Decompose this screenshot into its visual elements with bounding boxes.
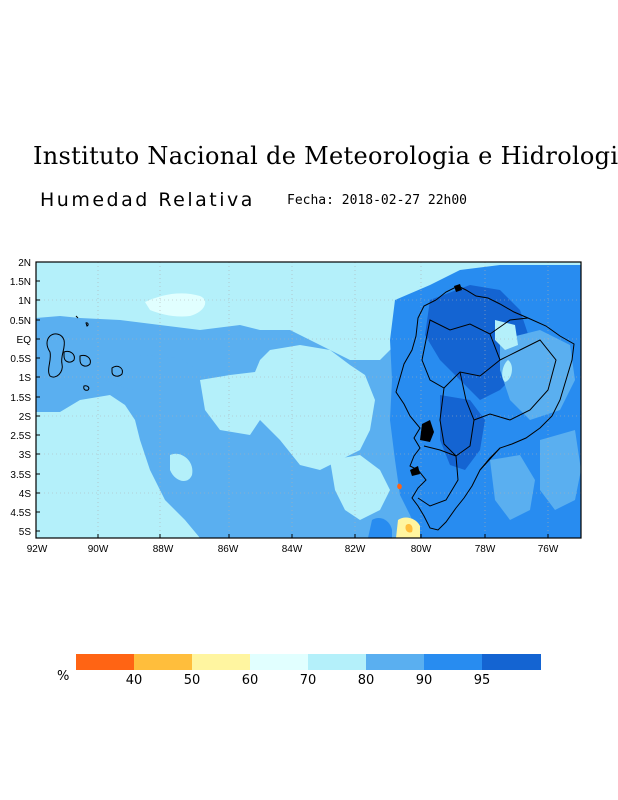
lat-label: 1.5S bbox=[10, 393, 31, 404]
lat-label: 1.5N bbox=[10, 277, 31, 288]
lon-label: 76W bbox=[538, 544, 559, 555]
longitude-labels: 92W 90W 88W 86W 84W 82W 80W 78W 76W bbox=[27, 544, 559, 555]
colorbar-swatch bbox=[192, 654, 250, 670]
lon-label: 78W bbox=[475, 544, 496, 555]
lat-label: EQ bbox=[17, 335, 32, 346]
lat-label: 1S bbox=[19, 373, 32, 384]
latitude-labels: 2N 1.5N 1N 0.5N EQ 0.5S 1S 1.5S 2S 2.5S … bbox=[10, 258, 31, 538]
lat-label: 2S bbox=[19, 412, 32, 423]
lat-label: 3S bbox=[19, 450, 32, 461]
colorbar-unit: % bbox=[57, 669, 69, 684]
colorbar-swatch bbox=[308, 654, 366, 670]
lon-label: 90W bbox=[88, 544, 109, 555]
colorbar: % 40 50 60 70 80 90 95 bbox=[57, 654, 541, 688]
colorbar-swatch bbox=[424, 654, 482, 670]
colorbar-swatch bbox=[250, 654, 308, 670]
lat-label: 0.5S bbox=[10, 354, 31, 365]
colorbar-label: 70 bbox=[300, 673, 317, 688]
lon-label: 92W bbox=[27, 544, 48, 555]
date-label: Fecha: 2018-02-27 22h00 bbox=[287, 193, 468, 208]
colorbar-swatch bbox=[134, 654, 192, 670]
axis-ticks bbox=[35, 261, 549, 538]
lat-label: 2N bbox=[18, 258, 31, 269]
map-frame bbox=[35, 261, 582, 539]
colorbar-swatch bbox=[76, 654, 134, 670]
lat-label: 3.5S bbox=[10, 470, 31, 481]
lat-label: 1N bbox=[18, 296, 31, 307]
colorbar-label: 95 bbox=[474, 673, 491, 688]
lon-label: 82W bbox=[345, 544, 366, 555]
lat-label: 5S bbox=[19, 527, 32, 538]
colorbar-swatch bbox=[366, 654, 424, 670]
colorbar-label: 40 bbox=[126, 673, 143, 688]
lat-label: 0.5N bbox=[10, 316, 31, 327]
colorbar-label: 60 bbox=[242, 673, 259, 688]
lat-label: 4S bbox=[19, 489, 32, 500]
lat-label: 2.5S bbox=[10, 431, 31, 442]
colorbar-label: 50 bbox=[184, 673, 201, 688]
ecuador-borders bbox=[395, 285, 575, 531]
lon-label: 88W bbox=[153, 544, 174, 555]
humidity-field bbox=[36, 262, 581, 538]
graticule bbox=[36, 262, 581, 538]
colorbar-swatch bbox=[482, 654, 541, 670]
galapagos-islands bbox=[46, 315, 123, 391]
lon-label: 86W bbox=[218, 544, 239, 555]
page-title: Instituto Nacional de Meteorologia e Hid… bbox=[33, 142, 618, 170]
colorbar-label: 80 bbox=[358, 673, 375, 688]
lon-label: 80W bbox=[411, 544, 432, 555]
variable-title: Humedad Relativa bbox=[40, 189, 255, 211]
colorbar-label: 90 bbox=[416, 673, 433, 688]
lat-label: 4.5S bbox=[10, 508, 31, 519]
lon-label: 84W bbox=[282, 544, 303, 555]
